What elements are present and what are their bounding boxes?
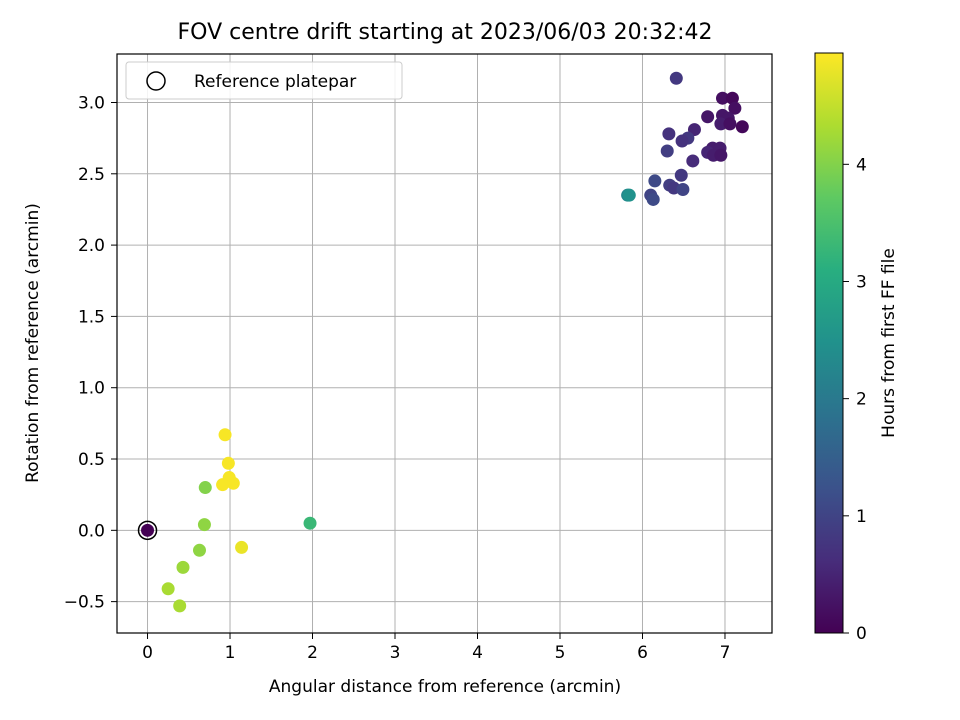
data-point <box>676 182 690 196</box>
data-point <box>161 582 175 596</box>
data-point <box>735 120 749 134</box>
colorbar-tick-label: 4 <box>856 155 867 175</box>
y-tick-label: 3.0 <box>78 93 105 113</box>
x-tick-label: 5 <box>555 643 566 663</box>
data-point <box>675 134 689 148</box>
y-tick-label: 1.5 <box>78 307 105 327</box>
colorbar-tick-label: 3 <box>856 272 867 292</box>
data-point <box>723 117 737 131</box>
reference-platepar-marker <box>137 520 158 541</box>
data-points <box>137 71 749 613</box>
y-axis: −0.5 0.0 0.5 1.0 1.5 2.0 2.5 3.0 <box>64 93 117 613</box>
data-point <box>235 540 249 554</box>
data-point <box>686 154 700 168</box>
x-tick-label: 3 <box>390 643 401 663</box>
y-axis-label: Rotation from reference (arcmin) <box>23 203 43 483</box>
grid <box>117 54 772 633</box>
data-point <box>218 428 232 442</box>
x-tick-label: 2 <box>307 643 318 663</box>
data-point <box>714 148 728 162</box>
y-tick-label: 0.5 <box>78 450 105 470</box>
legend-box <box>125 61 403 100</box>
data-point <box>141 523 155 537</box>
data-point <box>198 481 212 495</box>
x-tick-label: 0 <box>142 643 153 663</box>
data-point <box>674 168 688 182</box>
y-tick-label: 1.0 <box>78 379 105 399</box>
colorbar-label: Hours from first FF file <box>879 248 899 438</box>
data-point <box>648 174 662 188</box>
legend-label: Reference platepar <box>194 72 356 92</box>
plot-frame <box>116 53 773 634</box>
colorbar-tick-label: 0 <box>856 624 867 644</box>
data-point <box>662 127 676 141</box>
data-point <box>221 456 235 470</box>
data-point <box>622 188 636 202</box>
x-axis-label: Angular distance from reference (arcmin) <box>269 677 621 697</box>
data-point <box>725 91 739 105</box>
colorbar: 0 1 2 3 4 Hours from first FF file <box>814 52 899 644</box>
legend: Reference platepar <box>125 61 403 100</box>
data-point <box>176 560 190 574</box>
colorbar-gradient <box>814 52 844 634</box>
data-point <box>226 476 240 490</box>
y-tick-label: 2.5 <box>78 165 105 185</box>
colorbar-tick-label: 2 <box>856 390 867 410</box>
data-point <box>646 192 660 206</box>
x-tick-label: 6 <box>637 643 648 663</box>
x-tick-label: 7 <box>720 643 731 663</box>
x-tick-label: 4 <box>472 643 483 663</box>
y-tick-label: 0.0 <box>78 521 105 541</box>
data-point <box>714 117 728 131</box>
colorbar-tick-label: 1 <box>856 507 867 527</box>
data-point <box>701 110 715 124</box>
colorbar-ticks: 0 1 2 3 4 <box>843 155 867 644</box>
data-point <box>669 71 683 85</box>
data-point <box>716 91 730 105</box>
data-point <box>173 599 187 613</box>
data-point <box>728 101 742 115</box>
data-point <box>303 516 317 530</box>
chart-title: FOV centre drift starting at 2023/06/03 … <box>178 20 713 45</box>
data-point <box>216 478 230 492</box>
x-axis: 0 1 2 3 4 5 6 7 <box>142 633 730 663</box>
data-point <box>197 518 211 532</box>
y-tick-label: 2.0 <box>78 236 105 256</box>
y-tick-label: −0.5 <box>64 593 105 613</box>
x-tick-label: 1 <box>225 643 236 663</box>
data-point <box>192 543 206 557</box>
legend-marker <box>146 71 166 91</box>
data-point <box>660 144 674 158</box>
